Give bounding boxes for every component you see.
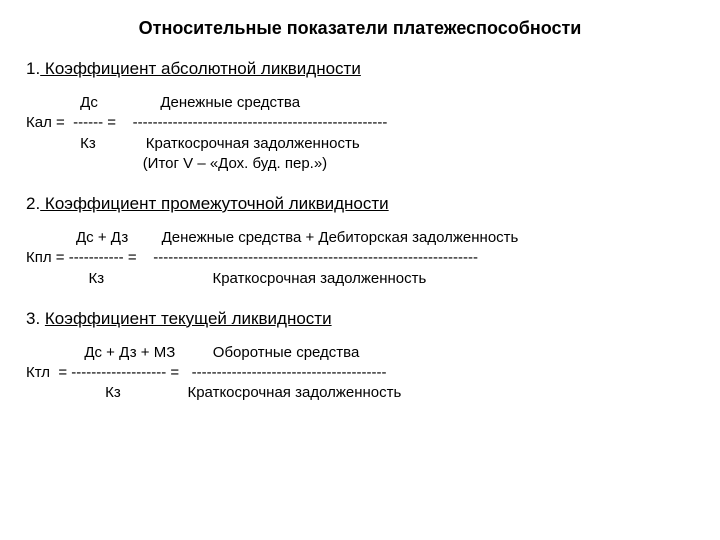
section-heading-3: 3. Коэффициент текущей ликвидности — [26, 309, 694, 329]
formula-block-2: Дс + Дз Денежные средства + Дебиторская … — [26, 228, 694, 289]
formula-line: Кз Краткосрочная задолженность — [26, 384, 401, 401]
formula-line: Дс + Дз + МЗ Оборотные средства — [26, 344, 359, 361]
formula-line: Кз Краткосрочная задолженность — [26, 270, 426, 287]
section-number: 2. — [26, 194, 40, 213]
section-title: Коэффициент абсолютной ликвидности — [40, 59, 361, 78]
section-title: Коэффициент промежуточной ликвидности — [40, 194, 388, 213]
section-title: Коэффициент текущей ликвидности — [45, 309, 332, 328]
formula-line: Дс + Дз Денежные средства + Дебиторская … — [26, 229, 518, 246]
formula-line: Дс Денежные средства — [26, 94, 300, 111]
page-title: Относительные показатели платежеспособно… — [26, 18, 694, 39]
formula-line: (Итог V – «Дох. буд. пер.») — [26, 155, 327, 172]
section-number: 1. — [26, 59, 40, 78]
section-heading-1: 1. Коэффициент абсолютной ликвидности — [26, 59, 694, 79]
document-page: Относительные показатели платежеспособно… — [0, 0, 720, 540]
formula-block-3: Дс + Дз + МЗ Оборотные средства Ктл = --… — [26, 343, 694, 404]
formula-line: Кз Краткосрочная задолженность — [26, 135, 360, 152]
formula-line: Ктл = ------------------- = ------------… — [26, 364, 386, 381]
formula-block-1: Дс Денежные средства Кал = ------ = ----… — [26, 93, 694, 174]
formula-line: Кпл = ----------- = --------------------… — [26, 249, 478, 266]
section-heading-2: 2. Коэффициент промежуточной ликвидности — [26, 194, 694, 214]
section-number: 3. — [26, 309, 45, 328]
formula-line: Кал = ------ = -------------------------… — [26, 114, 387, 131]
